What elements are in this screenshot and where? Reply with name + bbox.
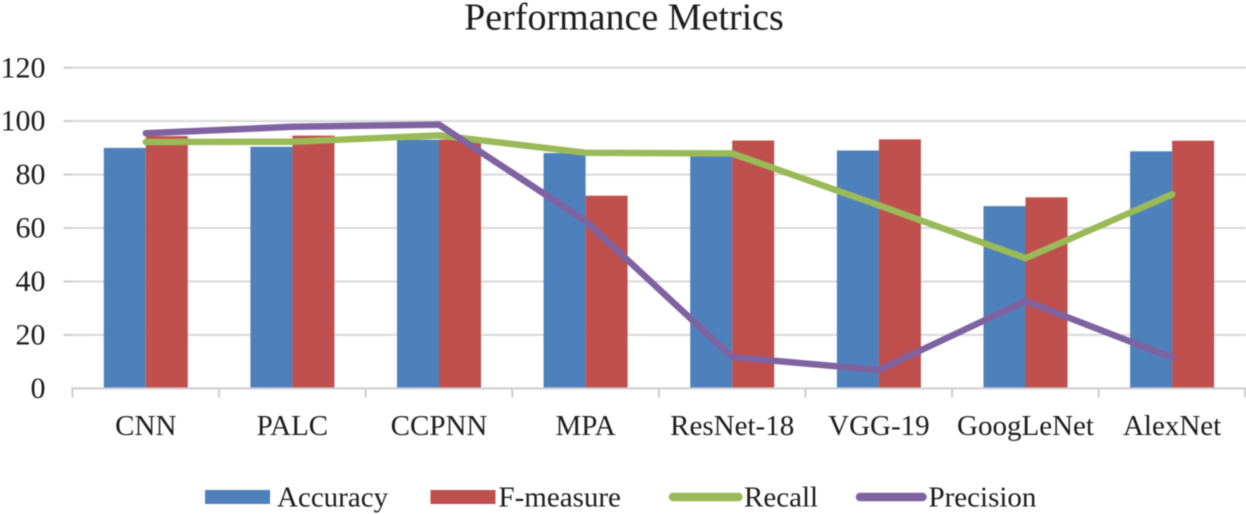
svg-text:ResNet-18: ResNet-18 (670, 410, 794, 442)
svg-text:F-measure: F-measure (499, 482, 621, 514)
svg-text:Accuracy: Accuracy (277, 482, 389, 514)
svg-text:PALC: PALC (257, 410, 328, 442)
svg-text:GoogLeNet: GoogLeNet (957, 410, 1094, 442)
svg-text:100: 100 (1, 105, 46, 138)
svg-text:Precision: Precision (929, 482, 1037, 514)
svg-text:80: 80 (16, 158, 46, 191)
svg-text:0: 0 (31, 372, 46, 405)
svg-text:20: 20 (16, 319, 46, 352)
svg-text:MPA: MPA (555, 410, 615, 442)
svg-text:VGG-19: VGG-19 (828, 410, 930, 442)
svg-text:AlexNet: AlexNet (1123, 410, 1221, 442)
svg-text:60: 60 (16, 212, 46, 245)
svg-text:CCPNN: CCPNN (391, 410, 488, 442)
svg-text:40: 40 (16, 265, 46, 298)
svg-text:CNN: CNN (115, 410, 176, 442)
svg-text:120: 120 (1, 51, 46, 84)
svg-text:Performance Metrics: Performance Metrics (464, 0, 784, 39)
svg-text:Recall: Recall (744, 482, 818, 514)
